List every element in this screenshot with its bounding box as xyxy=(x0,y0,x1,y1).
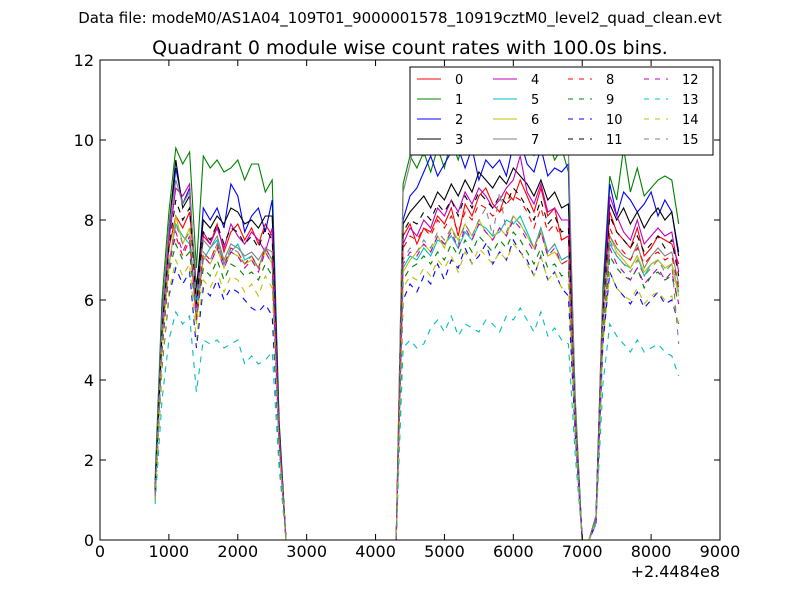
legend-label-3: 3 xyxy=(455,133,463,148)
legend-label-12: 12 xyxy=(682,73,699,88)
legend-label-1: 1 xyxy=(455,93,463,108)
series-line-10 xyxy=(154,238,680,541)
series-line-3 xyxy=(154,159,680,541)
series-line-15 xyxy=(154,191,680,541)
series-line-14 xyxy=(154,242,680,541)
x-tick-label: 2000 xyxy=(217,542,258,561)
y-tick-label: 2 xyxy=(84,451,94,470)
series-line-13 xyxy=(154,306,680,541)
x-tick-label: 0 xyxy=(95,542,105,561)
x-tick-label: 4000 xyxy=(355,542,396,561)
x-tick-label: 7000 xyxy=(562,542,603,561)
y-tick-label: 10 xyxy=(74,131,94,150)
series-line-9 xyxy=(154,230,680,541)
legend-label-4: 4 xyxy=(531,73,539,88)
y-tick-label: 0 xyxy=(84,531,94,550)
y-tick-label: 12 xyxy=(74,51,94,70)
series-line-2 xyxy=(154,139,680,541)
legend-label-7: 7 xyxy=(531,133,539,148)
x-tick-label: 6000 xyxy=(493,542,534,561)
legend-label-10: 10 xyxy=(606,113,623,128)
series-line-1 xyxy=(154,110,680,541)
chart-suptitle: Data file: modeM0/AS1A04_109T01_90000015… xyxy=(78,9,722,28)
legend-label-5: 5 xyxy=(531,93,539,108)
legend-label-9: 9 xyxy=(606,93,614,108)
x-tick-label: 9000 xyxy=(700,542,741,561)
series-line-7 xyxy=(154,85,680,541)
legend-label-14: 14 xyxy=(682,113,699,128)
legend-label-8: 8 xyxy=(606,73,614,88)
y-tick-label: 8 xyxy=(84,211,94,230)
x-tick-label: 8000 xyxy=(631,542,672,561)
legend-label-2: 2 xyxy=(455,113,463,128)
x-axis-offset-label: +2.4484e8 xyxy=(631,562,720,581)
legend-label-6: 6 xyxy=(531,113,539,128)
legend-frame xyxy=(409,66,714,156)
y-tick-label: 6 xyxy=(84,291,94,310)
legend-label-0: 0 xyxy=(455,73,463,88)
chart-title: Quadrant 0 module wise count rates with … xyxy=(152,37,668,59)
x-tick-label: 5000 xyxy=(424,542,465,561)
legend-label-11: 11 xyxy=(606,133,623,148)
y-tick-label: 4 xyxy=(84,371,94,390)
x-tick-label: 3000 xyxy=(286,542,327,561)
series-line-0 xyxy=(154,178,680,541)
axis-ticks: 0 1000 2000 3000 4000 5000 6000 7000 8000 9000 0 2 4… xyxy=(74,51,741,561)
legend-label-13: 13 xyxy=(682,93,699,108)
x-tick-label: 1000 xyxy=(149,542,190,561)
plot-lines xyxy=(154,85,680,541)
legend-label-15: 15 xyxy=(682,133,699,148)
